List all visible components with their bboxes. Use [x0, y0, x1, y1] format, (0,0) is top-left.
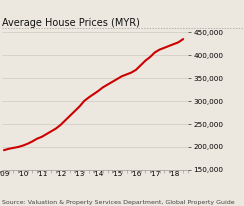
Text: Average House Prices (MYR): Average House Prices (MYR)	[2, 18, 140, 28]
Text: Source: Valuation & Property Services Department, Global Property Guide: Source: Valuation & Property Services De…	[2, 200, 235, 205]
